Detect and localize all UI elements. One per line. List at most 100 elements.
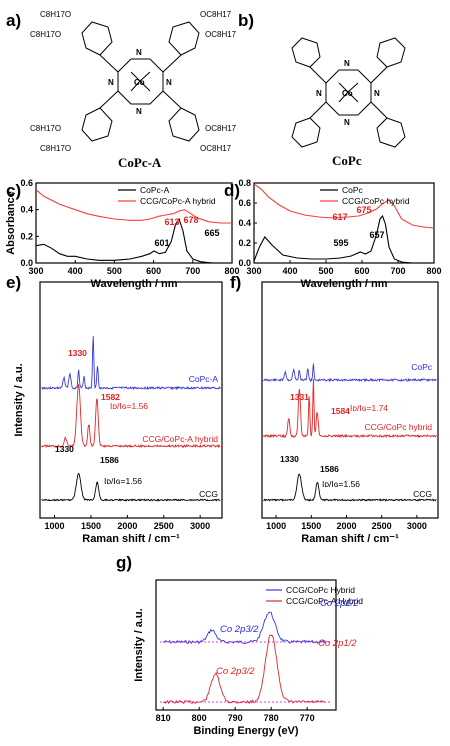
- spectrum-1: [263, 378, 437, 439]
- x-tick-label: 600: [354, 266, 369, 276]
- peak-label: 675: [356, 205, 371, 215]
- series-label: CCG/CoPc-A hybrid: [142, 434, 218, 444]
- peak-label: 678: [183, 215, 198, 225]
- peak-label: 595: [333, 238, 348, 248]
- peak-label: 665: [204, 228, 219, 238]
- x-tick-label: 1000: [266, 521, 286, 531]
- series-label: CCG: [199, 489, 218, 499]
- x-tick-label: 770: [300, 713, 315, 723]
- peak-label: Co 2p3/2: [216, 666, 255, 677]
- peak-label: 1330: [55, 444, 74, 454]
- peak-label: 1582: [101, 392, 120, 402]
- n-label-b3: N: [316, 89, 322, 98]
- plot-frame: [155, 579, 337, 711]
- x-tick-label: 1000: [45, 521, 65, 531]
- substituent-br1: OC8H17: [205, 124, 237, 133]
- y-axis-label: Absorbance: [5, 191, 17, 255]
- series-line-0: [253, 214, 434, 264]
- spectrum-0: [263, 363, 437, 383]
- panel-label-g: g): [116, 553, 132, 572]
- y-tick-label: 0.4: [238, 218, 251, 228]
- x-tick-label: 810: [156, 713, 171, 723]
- molecule-copc-a: [81, 21, 200, 142]
- panel-label-f: f): [230, 273, 241, 292]
- x-tick-label: 700: [185, 266, 200, 276]
- plot-frame: [35, 182, 233, 264]
- chart-e-raman: 1000 1500 2000 2500 3000 Raman shift / cm⁻¹ In…: [13, 281, 223, 545]
- n-label-a1: N: [136, 48, 142, 57]
- substituent-br2: OC8H17: [200, 144, 232, 153]
- substituent-tl1: C8H17O: [40, 10, 71, 19]
- legend-entry: CCG/CoPc-A Hybrid: [286, 596, 363, 606]
- x-tick-label: 800: [426, 266, 441, 276]
- legend-entry: CoPc-A: [140, 185, 170, 195]
- y-tick-label: 0.8: [238, 178, 251, 188]
- x-axis-label: Raman shift / cm⁻¹: [301, 533, 399, 545]
- plot-frame: [39, 281, 223, 519]
- substituent-tl2: C8H17O: [30, 30, 61, 39]
- chart-d-absorbance: 300 400 500 600 700 800 0.0 0.2 0.4 0.6 0.8 Wavelen…: [238, 178, 441, 290]
- peak-label: Iᴅ/Iɢ=1.74: [350, 403, 388, 413]
- spectrum-2: [41, 472, 221, 502]
- x-tick-label: 800: [192, 713, 207, 723]
- peak-label: 613: [164, 217, 179, 227]
- x-tick-label: 780: [264, 713, 279, 723]
- x-tick-label: 3000: [190, 521, 210, 531]
- molecule-name-a: CoPc-A: [118, 155, 162, 170]
- spectrum-copc: [163, 611, 326, 645]
- peak-label: Iᴅ/Iɢ=1.56: [104, 476, 142, 486]
- series-label: CoPc: [411, 362, 433, 372]
- n-label-a4: N: [166, 78, 172, 87]
- metal-label-b: Co: [342, 89, 353, 98]
- y-tick-label: 0.4: [20, 205, 33, 215]
- spectrum-1: [41, 383, 221, 449]
- y-axis-label: Intensity / a.u.: [13, 363, 25, 436]
- substituent-bl2: C8H17O: [40, 144, 71, 153]
- y-tick-label: 0.0: [238, 258, 251, 268]
- peak-label: 1330: [280, 454, 299, 464]
- substituent-tr2: OC8H17: [205, 30, 237, 39]
- legend-entry: CoPc: [342, 185, 364, 195]
- legend-entry: CCG/CoPc hybrid: [342, 196, 410, 206]
- chart-f-raman: 1000 1500 2000 2500 3000 Raman shift / cm⁻¹ Co…: [261, 281, 439, 545]
- panel-label-c: c): [6, 181, 21, 200]
- n-label-b1: N: [344, 59, 350, 68]
- peak-label: 601: [154, 238, 169, 248]
- x-tick-label: 600: [146, 266, 161, 276]
- peak-label: Iᴅ/Iɢ=1.56: [322, 479, 360, 489]
- molecule-name-b: CoPc: [332, 153, 362, 168]
- series-line-0: [35, 217, 232, 264]
- y-tick-label: 0.2: [238, 238, 251, 248]
- x-axis-label: Wavelength / nm: [91, 278, 178, 290]
- n-label-a3: N: [108, 78, 114, 87]
- x-tick-label: 500: [318, 266, 333, 276]
- peak-label: 1584: [331, 406, 350, 416]
- x-axis-label: Binding Energy (eV): [193, 725, 298, 737]
- x-tick-label: 790: [228, 713, 243, 723]
- x-axis-label: Wavelength / nm: [301, 278, 388, 290]
- x-tick-label: 400: [68, 266, 83, 276]
- x-tick-label: 400: [282, 266, 297, 276]
- y-axis-label: Intensity / a.u.: [133, 608, 145, 681]
- x-tick-label: 1500: [81, 521, 101, 531]
- molecule-copc: [291, 37, 406, 148]
- plot-frame: [253, 182, 435, 264]
- legend-entry: CCG/CoPc-A hybrid: [140, 196, 216, 206]
- y-tick-label: 0.6: [238, 198, 251, 208]
- substituent-tr1: OC8H17: [200, 10, 232, 19]
- peak-label: Co 2p3/2: [220, 624, 259, 635]
- plot-frame: [261, 281, 439, 519]
- peak-label: 1586: [320, 464, 339, 474]
- peak-label: 617: [332, 212, 347, 222]
- y-tick-label: 0.6: [20, 178, 33, 188]
- n-label-a2: N: [136, 107, 142, 116]
- panel-label-b: b): [238, 11, 254, 30]
- peak-label: 1586: [100, 455, 119, 465]
- metal-label-a: Co: [134, 78, 145, 87]
- peak-label: 1331: [290, 392, 309, 402]
- series-label: CoPc-A: [189, 374, 219, 384]
- panel-label-e: e): [6, 273, 21, 292]
- spectrum-0: [41, 336, 221, 391]
